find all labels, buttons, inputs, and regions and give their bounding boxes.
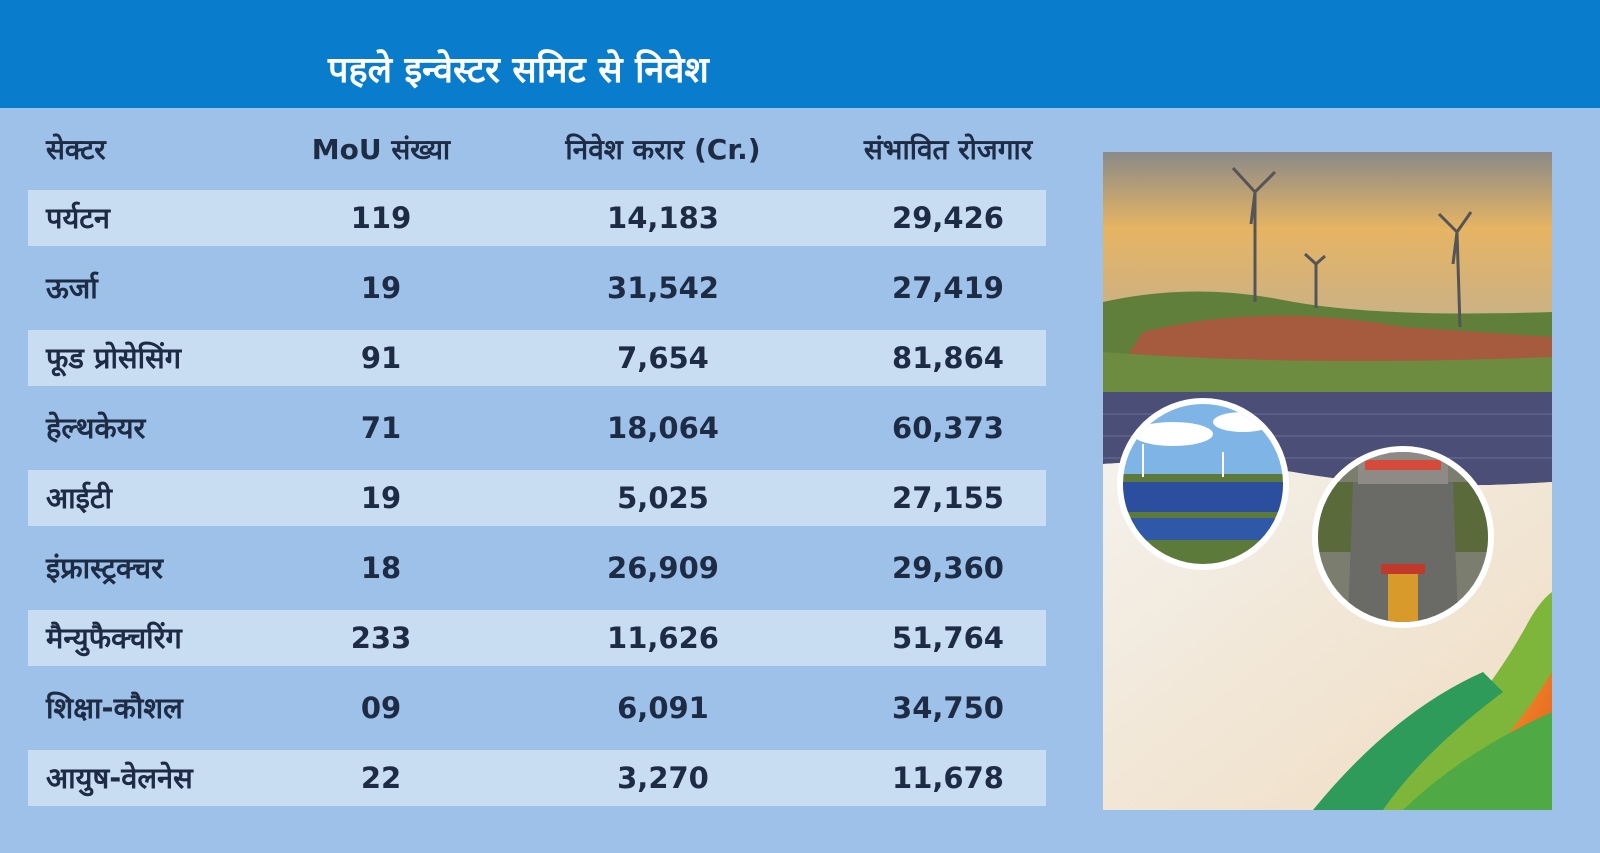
sector-cell: हेल्थकेयर (46, 411, 146, 445)
investment-cell: 18,064 (607, 411, 719, 445)
title-banner: पहले इन्वेस्टर समिट से निवेश (0, 0, 1600, 108)
mou-cell: 22 (360, 761, 402, 795)
mou-cell: 19 (360, 271, 402, 305)
sector-cell: ऊर्जा (46, 271, 98, 305)
header-employment: संभावित रोजगार (863, 133, 1033, 166)
sector-cell: इंफ्रास्ट्रक्चर (46, 551, 163, 585)
employment-cell: 11,678 (892, 761, 1004, 795)
table-row: ऊर्जा 19 31,542 27,419 (28, 260, 1046, 316)
table-row: आईटी 19 5,025 27,155 (28, 470, 1046, 526)
employment-cell: 81,864 (892, 341, 1004, 375)
table-row: हेल्थकेयर 71 18,064 60,373 (28, 400, 1046, 456)
table-row: मैन्युफैक्चरिंग 233 11,626 51,764 (28, 610, 1046, 666)
page-title: पहले इन्वेस्टर समिट से निवेश (328, 50, 709, 91)
mou-cell: 71 (360, 411, 402, 445)
mou-cell: 18 (360, 551, 402, 585)
mou-cell: 09 (360, 691, 402, 725)
employment-cell: 60,373 (892, 411, 1004, 445)
investment-cell: 5,025 (617, 481, 709, 515)
employment-cell: 29,426 (892, 201, 1004, 235)
sector-cell: फूड प्रोसेसिंग (46, 341, 182, 375)
employment-cell: 29,360 (892, 551, 1004, 585)
investment-cell: 26,909 (607, 551, 719, 585)
sector-cell: आयुष-वेलनेस (46, 761, 193, 795)
header-sector: सेक्टर (46, 133, 106, 166)
table-row: शिक्षा-कौशल 09 6,091 34,750 (28, 680, 1046, 736)
table-row: इंफ्रास्ट्रक्चर 18 26,909 29,360 (28, 540, 1046, 596)
sector-cell: मैन्युफैक्चरिंग (46, 621, 182, 655)
employment-cell: 27,155 (892, 481, 1004, 515)
energy-collage-illustration (1103, 152, 1552, 810)
employment-cell: 34,750 (892, 691, 1004, 725)
investment-cell: 14,183 (607, 201, 719, 235)
investment-cell: 3,270 (617, 761, 709, 795)
investment-cell: 7,654 (617, 341, 709, 375)
sector-cell: आईटी (46, 481, 113, 515)
investment-cell: 6,091 (617, 691, 709, 725)
table-row: फूड प्रोसेसिंग 91 7,654 81,864 (28, 330, 1046, 386)
investment-cell: 31,542 (607, 271, 719, 305)
mou-cell: 119 (350, 201, 412, 235)
investment-table: सेक्टर MoU संख्या निवेश करार (Cr.) संभाव… (28, 122, 1046, 820)
employment-cell: 51,764 (892, 621, 1004, 655)
table-row: आयुष-वेलनेस 22 3,270 11,678 (28, 750, 1046, 806)
header-mou: MoU संख्या (311, 133, 451, 166)
table-header-row: सेक्टर MoU संख्या निवेश करार (Cr.) संभाव… (28, 122, 1046, 178)
header-investment: निवेश करार (Cr.) (565, 133, 761, 166)
sector-cell: पर्यटन (46, 201, 111, 235)
energy-collage-image (1103, 152, 1552, 810)
employment-cell: 27,419 (892, 271, 1004, 305)
mou-cell: 19 (360, 481, 402, 515)
mou-cell: 233 (350, 621, 412, 655)
investment-cell: 11,626 (607, 621, 719, 655)
sector-cell: शिक्षा-कौशल (46, 691, 183, 725)
mou-cell: 91 (360, 341, 402, 375)
table-row: पर्यटन 119 14,183 29,426 (28, 190, 1046, 246)
